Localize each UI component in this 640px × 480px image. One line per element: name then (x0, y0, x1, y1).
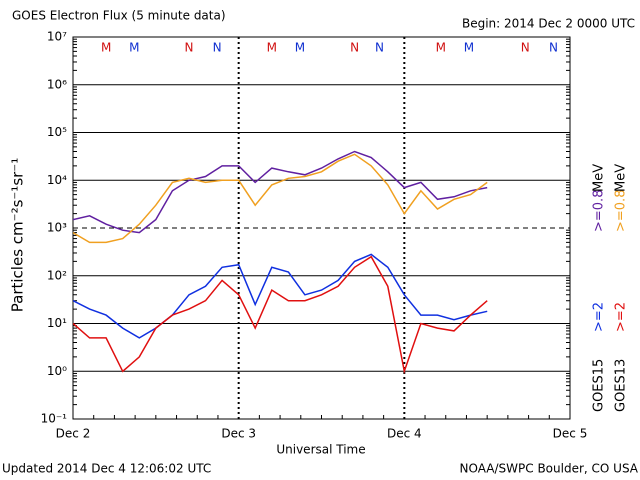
plot-frame (72, 36, 571, 420)
x-tick-label: Dec 3 (221, 427, 256, 441)
y-tick-label: 10⁵ (47, 125, 67, 139)
marker-label: M (267, 41, 277, 55)
marker-label: N (521, 41, 530, 55)
marker-label: N (549, 41, 558, 55)
y-tick-label: 10¹ (47, 316, 67, 330)
plot-lines (73, 150, 488, 375)
marker-label: M (464, 41, 474, 55)
series-line (73, 255, 488, 375)
y-tick-label: 10⁰ (47, 364, 67, 378)
legend-series: >=0.8 (592, 190, 607, 232)
y-tick-label: 10⁶ (47, 77, 67, 91)
series-line (73, 153, 488, 244)
marker-label: M (295, 41, 305, 55)
x-tick-label: Dec 5 (553, 427, 588, 441)
x-axis-label: Universal Time (276, 443, 365, 457)
y-tick-label: 10³ (47, 221, 67, 235)
legend-series: >=2 (614, 302, 629, 332)
y-axis-label: Particles cm⁻²s⁻¹sr⁻¹ (9, 158, 27, 312)
x-tick-label: Dec 4 (387, 427, 422, 441)
marker-label: N (375, 41, 384, 55)
y-tick-label: 10⁻¹ (41, 412, 68, 426)
marker-label: N (213, 41, 222, 55)
footer-left: Updated 2014 Dec 4 12:06:02 UTC (2, 462, 211, 476)
footer-right: NOAA/SWPC Boulder, CO USA (460, 462, 639, 476)
x-tick-label: Dec 2 (56, 427, 91, 441)
chart-title: GOES Electron Flux (5 minute data) (12, 9, 226, 23)
legend-series: >=0.8 (614, 190, 629, 232)
marker-label: N (350, 41, 359, 55)
marker-label: M (101, 41, 111, 55)
legend-unit: MeV (592, 164, 607, 192)
chart-subtitle: Begin: 2014 Dec 2 0000 UTC (462, 17, 635, 31)
legend-unit: MeV (614, 164, 629, 192)
marker-label: N (184, 41, 193, 55)
legend-satellite: GOES13 (614, 359, 629, 412)
series-line (73, 253, 488, 339)
marker-label: M (129, 41, 139, 55)
marker-label: M (436, 41, 446, 55)
series-line (73, 150, 488, 234)
legend-satellite: GOES15 (592, 359, 607, 412)
y-tick-label: 10⁴ (47, 173, 67, 187)
y-tick-label: 10⁷ (47, 30, 67, 44)
y-tick-label: 10² (47, 268, 67, 282)
legend-series: >=2 (592, 302, 607, 332)
